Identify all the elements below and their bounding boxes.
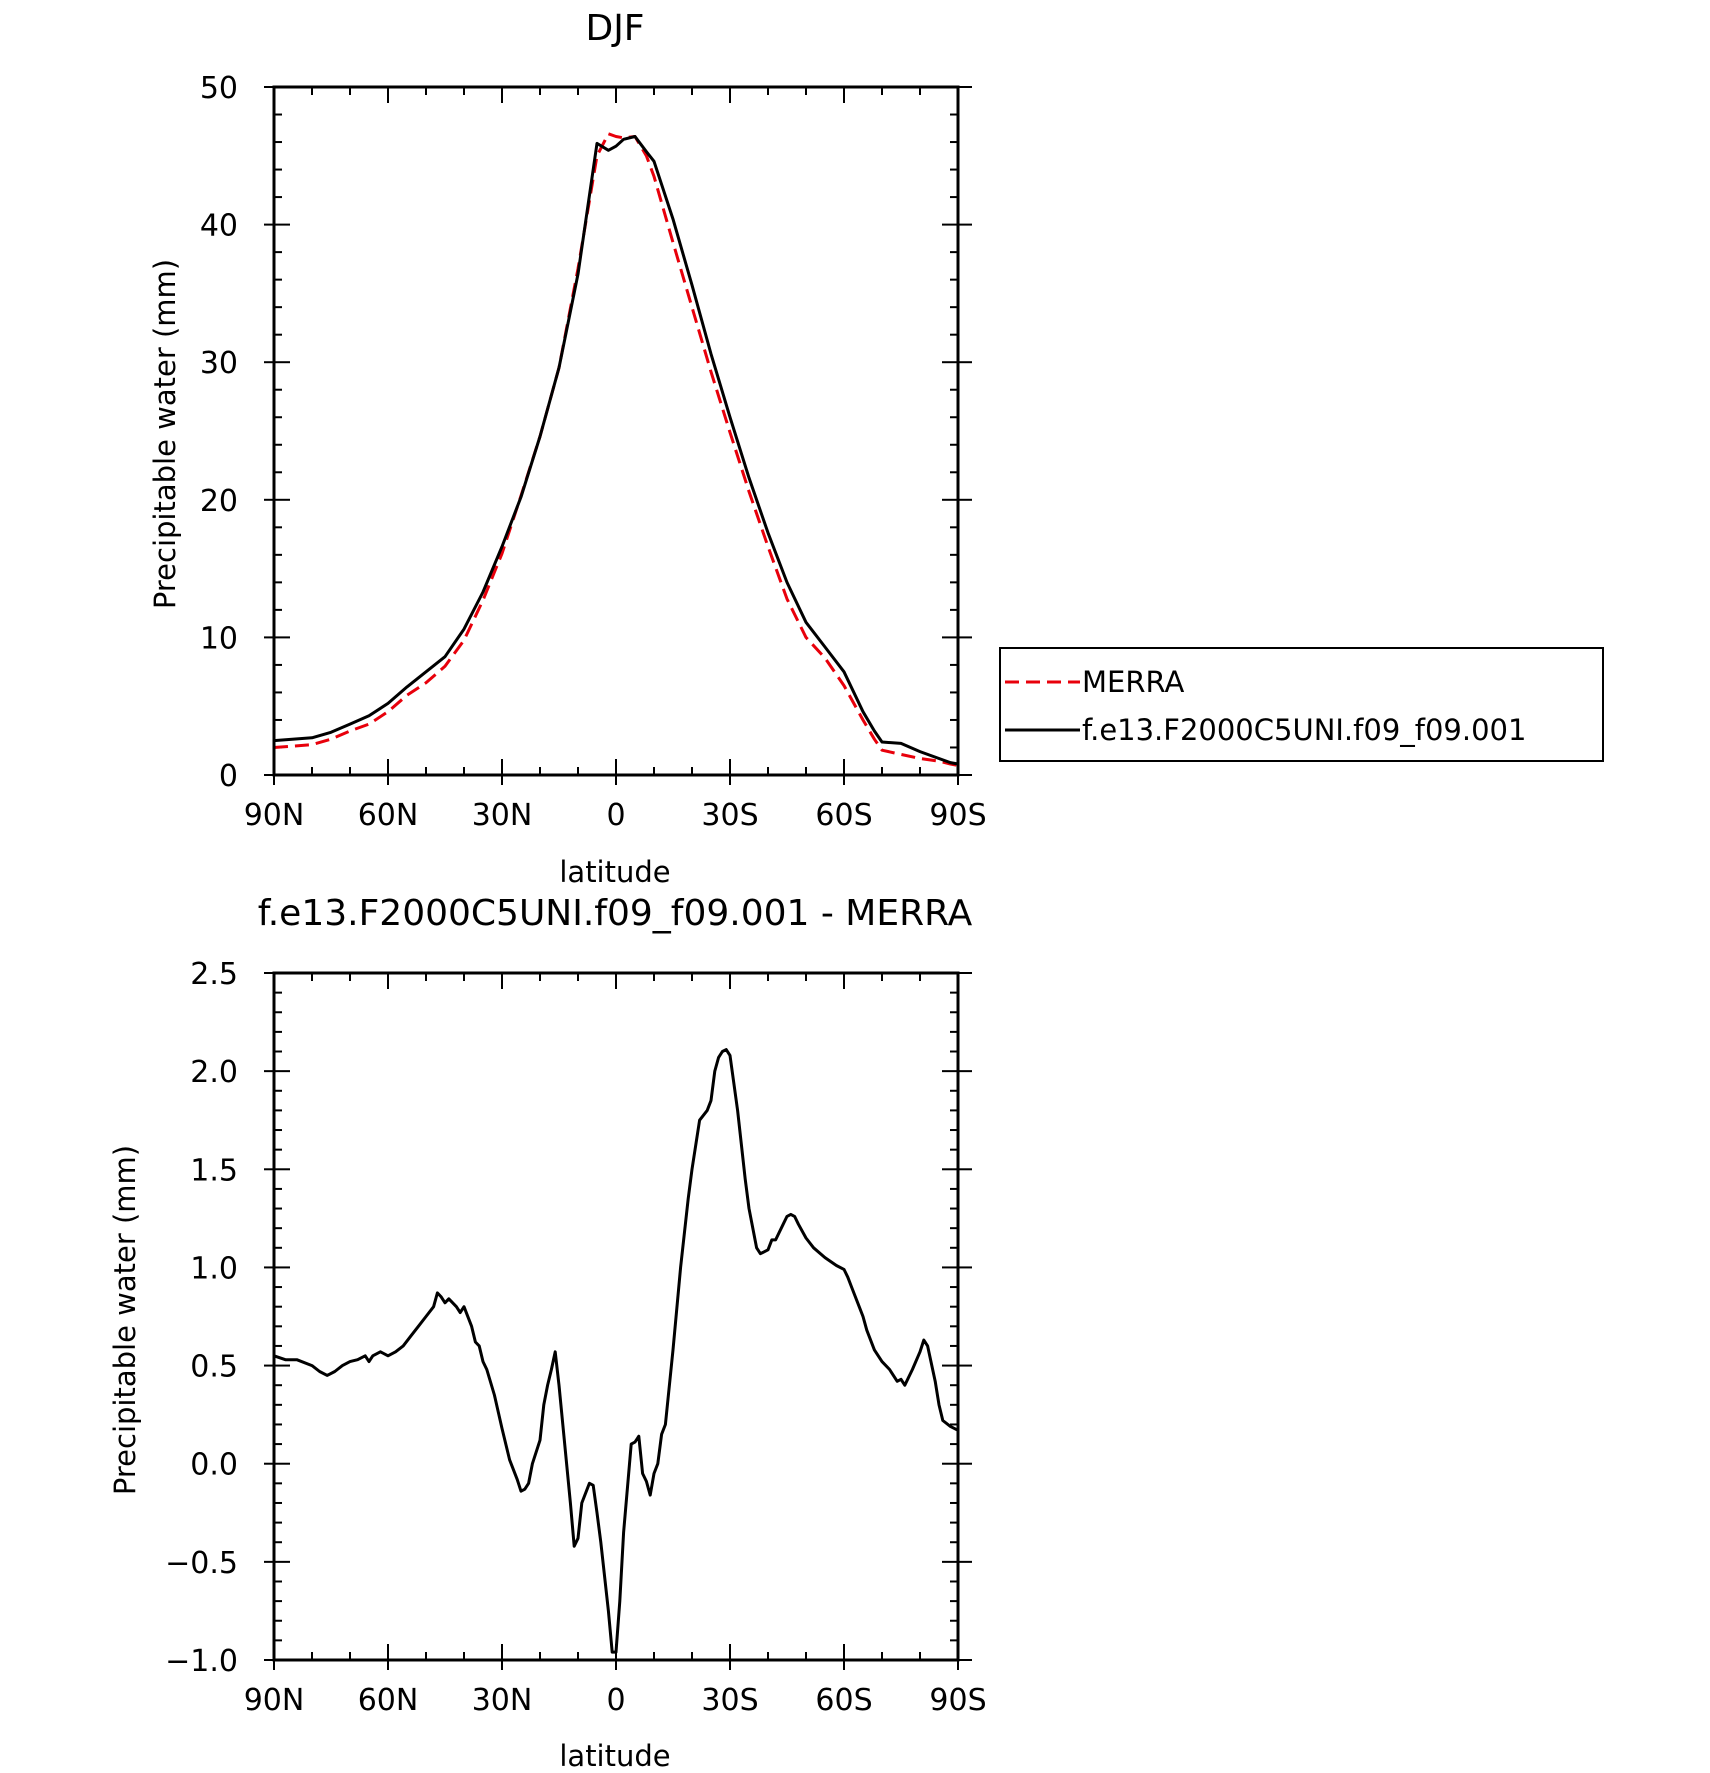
y-tick-label: 1.0 [190, 1251, 238, 1286]
x-tick-label: 30N [472, 798, 533, 833]
series-lines [273, 1048, 959, 1654]
x-tick-label: 60S [815, 798, 872, 833]
ticks: 90N 60N 30N 0 30S 60S 90S −1.0 −0.5 0.0 0.5 1.0 1.5 2… [165, 957, 986, 1718]
x-tick-label: 0 [606, 798, 625, 833]
x-tick-label: 60N [358, 798, 419, 833]
y-tick-label: 0.0 [190, 1448, 238, 1483]
series-line-2 [273, 135, 959, 766]
x-tick-label: 30S [701, 1683, 758, 1718]
y-axis-label: Precipitable water (mm) [108, 1145, 142, 1495]
x-tick-label: 60S [815, 1683, 872, 1718]
ticks: 90N 60N 30N 0 30S 60S 90S 0 10 20 30 40 50 [200, 71, 987, 833]
series-line-1 [273, 1048, 959, 1654]
y-tick-label: 0.5 [190, 1350, 238, 1385]
x-tick-label: 90S [929, 798, 986, 833]
x-axis-label: latitude [559, 855, 670, 889]
x-tick-label: 30N [472, 1683, 533, 1718]
djf-chart: DJF latitude Precipitable water (mm) 90N… [148, 8, 1604, 889]
legend-box [999, 647, 1604, 762]
plot-frame [272, 85, 960, 777]
series-lines [273, 132, 959, 767]
legend-label-merra: MERRA [1082, 665, 1184, 699]
x-tick-label: 90N [244, 1683, 305, 1718]
y-tick-label: 30 [200, 346, 238, 381]
chart-title: f.e13.F2000C5UNI.f09_f09.001 - MERRA [258, 893, 973, 934]
x-tick-label: 90S [929, 1683, 986, 1718]
y-tick-label: 2.0 [190, 1055, 238, 1090]
y-tick-label: −0.5 [165, 1546, 238, 1581]
x-tick-label: 0 [606, 1683, 625, 1718]
x-tick-label: 60N [358, 1683, 419, 1718]
y-tick-label: 50 [200, 71, 238, 106]
chart-title: DJF [585, 8, 644, 49]
y-axis-label: Precipitable water (mm) [148, 259, 182, 609]
difference-chart: f.e13.F2000C5UNI.f09_f09.001 - MERRA lat… [108, 893, 987, 1773]
legend: MERRA f.e13.F2000C5UNI.f09_f09.001 [999, 647, 1604, 762]
y-tick-label: −1.0 [165, 1644, 238, 1679]
x-tick-label: 90N [244, 798, 305, 833]
y-tick-label: 40 [200, 209, 238, 244]
y-tick-label: 10 [200, 621, 238, 656]
x-tick-label: 30S [701, 798, 758, 833]
x-axis-label: latitude [559, 1739, 670, 1773]
y-tick-label: 2.5 [190, 957, 238, 992]
plot-frame [272, 971, 960, 1662]
series-line-1 [273, 132, 959, 767]
legend-label-model: f.e13.F2000C5UNI.f09_f09.001 [1082, 713, 1526, 747]
y-tick-label: 1.5 [190, 1153, 238, 1188]
y-tick-label: 20 [200, 484, 238, 519]
y-tick-label: 0 [219, 759, 238, 794]
